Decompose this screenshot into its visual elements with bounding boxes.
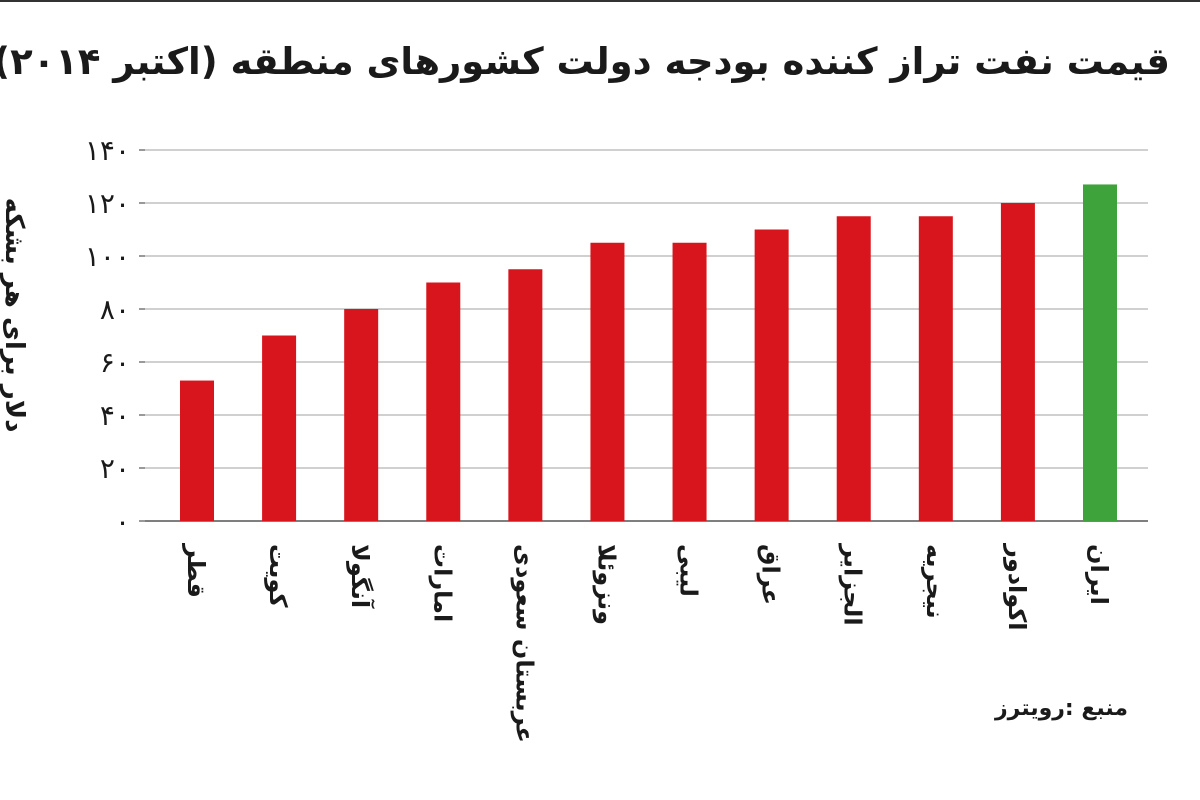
category-label: امارات [428, 544, 456, 622]
bar-6 [590, 242, 625, 521]
bar-5 [508, 269, 543, 521]
category-label: ونزوئلا [592, 544, 620, 625]
category-label: عربستان سعودی [510, 544, 538, 743]
y-tick-labels: ۰ ۲۰ ۴۰ ۶۰ ۸۰ ۱۰۰ ۱۲۰ ۱۴۰ [85, 134, 130, 538]
y-tick-label: ۱۰۰ [85, 240, 130, 273]
bar-9 [836, 216, 871, 521]
y-tick-label: ۸۰ [100, 293, 130, 326]
category-label: عراق [757, 544, 785, 605]
y-tick-label: ۶۰ [100, 346, 130, 379]
category-label: ایران [1085, 544, 1113, 605]
bar-4 [426, 282, 461, 521]
category-labels: قطر کویت آنگولا امارات عربستان سعودی ونزوئلا ل… [182, 543, 1113, 743]
bar-1 [180, 380, 214, 521]
y-tick-label: ۱۴۰ [85, 134, 130, 167]
category-label: اکوادور [1003, 543, 1031, 631]
bar-11 [1000, 203, 1035, 521]
chart-title: قیمت نفت تراز کننده بودجه دولت کشورهای م… [0, 40, 1170, 83]
bar-12 [1083, 184, 1117, 521]
category-label: قطر [182, 543, 210, 598]
y-tick-label: ۰ [115, 505, 130, 538]
category-label: کویت [264, 544, 292, 607]
bar-10 [918, 216, 953, 521]
bar-3 [344, 309, 379, 521]
y-tick-label: ۱۲۰ [85, 187, 130, 220]
bar-8 [754, 229, 789, 521]
source-note: منبع :رویترز [995, 696, 1128, 721]
bar-2 [262, 335, 297, 521]
y-tick-label: ۴۰ [100, 399, 130, 432]
top-border-line [0, 0, 1200, 2]
y-tick-label: ۲۰ [100, 452, 130, 485]
category-label: لیبی [675, 544, 703, 597]
category-label: نیجریه [921, 544, 949, 619]
category-label: آنگولا [346, 544, 375, 609]
category-label: الجزایر [839, 543, 867, 626]
bar-7 [672, 242, 707, 521]
bars [180, 184, 1117, 521]
gridlines [139, 149, 1148, 522]
